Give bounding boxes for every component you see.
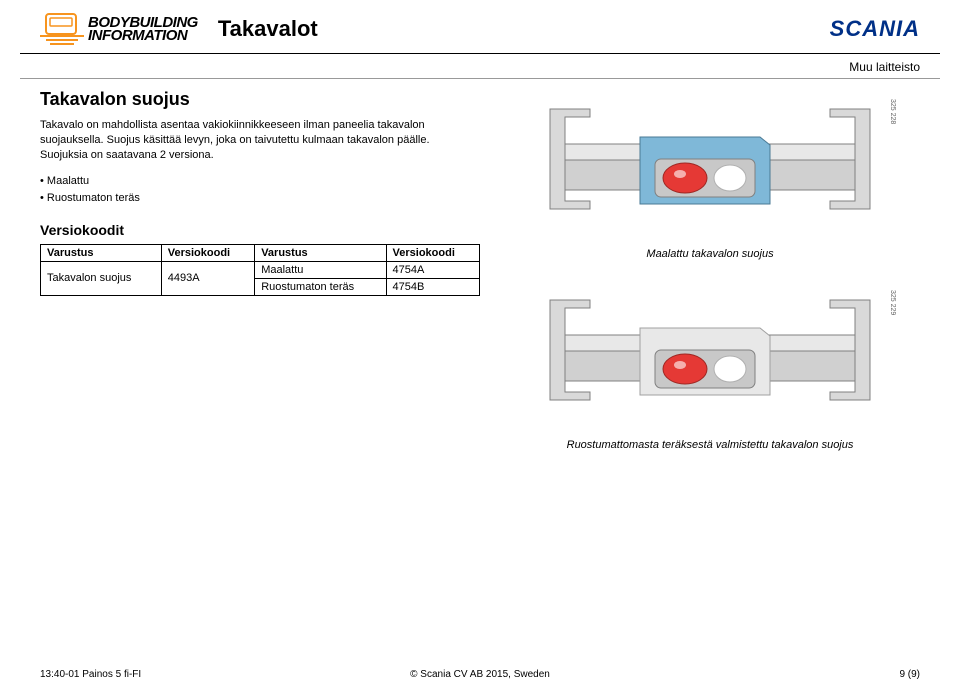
figure-1-svg — [530, 89, 890, 239]
page-title: Takavalot — [218, 16, 318, 42]
figure-2-svg — [530, 280, 890, 430]
page-header: BODYBUILDING INFORMATION Takavalot SCANI… — [20, 0, 940, 54]
table-row: Takavalon suojus 4493A Maalattu 4754A — [41, 261, 480, 278]
left-column: Takavalon suojus Takavalo on mahdollista… — [40, 89, 500, 471]
fig1-code: 325 228 — [889, 99, 896, 124]
bullet-list: • Maalattu • Ruostumaton teräs — [40, 173, 480, 208]
footer-right: 9 (9) — [899, 669, 920, 680]
page-footer: 13:40-01 Painos 5 fi-FI © Scania CV AB 2… — [40, 669, 920, 680]
subheader-right: Muu laitteisto — [849, 60, 920, 74]
th-2: Versiokoodi — [161, 244, 254, 261]
fig1-caption: Maalattu takavalon suojus — [530, 248, 890, 260]
figure-2: 325 229 Ruostumattomasta teräksestä valm… — [530, 280, 890, 451]
bullet-1: • Maalattu — [40, 173, 480, 191]
th-1: Varustus — [41, 244, 162, 261]
th-4: Versiokoodi — [386, 244, 479, 261]
version-table: Varustus Versiokoodi Varustus Versiokood… — [40, 244, 480, 296]
fig2-caption: Ruostumattomasta teräksestä valmistettu … — [530, 439, 890, 451]
footer-center: © Scania CV AB 2015, Sweden — [410, 669, 550, 680]
paragraph-1: Takavalo on mahdollista asentaa vakiokii… — [40, 118, 480, 163]
figure-1: 325 228 Maalattu takavalon suojus — [530, 89, 890, 260]
bullet-1-text: Maalattu — [47, 175, 89, 187]
footer-left: 13:40-01 Painos 5 fi-FI — [40, 669, 141, 680]
scania-logo: SCANIA — [830, 16, 920, 42]
cell-r1c4b: 4754B — [386, 278, 479, 295]
th-3: Varustus — [255, 244, 386, 261]
bullet-2-text: Ruostumaton teräs — [47, 192, 140, 204]
section-title: Takavalon suojus — [40, 89, 480, 110]
cell-r1c4a: 4754A — [386, 261, 479, 278]
cell-r1c2: 4493A — [161, 261, 254, 295]
subsection-title: Versiokoodit — [40, 222, 480, 238]
logo-text-2: INFORMATION — [88, 29, 198, 43]
table-header-row: Varustus Versiokoodi Varustus Versiokood… — [41, 244, 480, 261]
cell-r1c1: Takavalon suojus — [41, 261, 162, 295]
right-column: 325 228 Maalattu takavalon suojus — [500, 89, 920, 471]
cell-r1c3a: Maalattu — [255, 261, 386, 278]
cell-r1c3b: Ruostumaton teräs — [255, 278, 386, 295]
truck-icon — [40, 10, 84, 48]
fig2-code: 325 229 — [889, 290, 896, 315]
content-area: Takavalon suojus Takavalo on mahdollista… — [20, 79, 940, 481]
bullet-2: • Ruostumaton teräs — [40, 190, 480, 208]
subheader: Muu laitteisto — [20, 54, 940, 79]
bodybuilding-logo: BODYBUILDING INFORMATION — [40, 10, 198, 48]
